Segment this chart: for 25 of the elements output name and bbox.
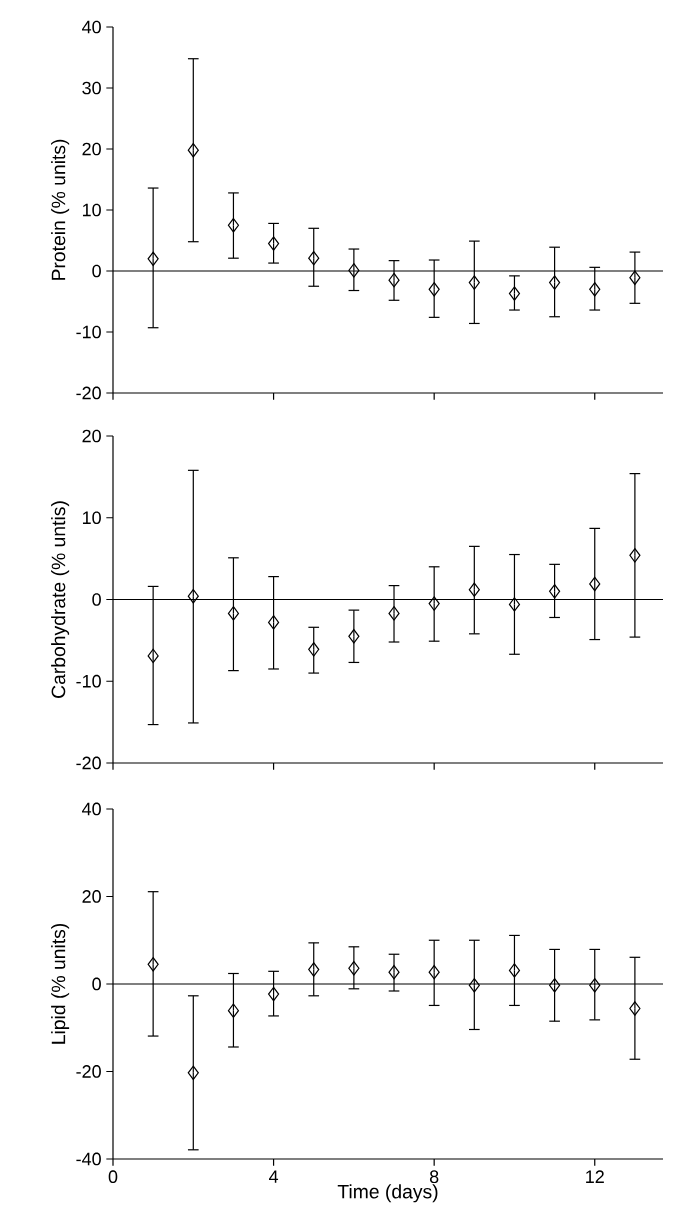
y-tick-label: 20: [82, 890, 101, 903]
y-tick-label: -40: [76, 1152, 101, 1166]
y-axis-title: Carbohydrate (% untis): [51, 501, 70, 698]
y-tick-label: -20: [76, 1065, 101, 1078]
y-tick-label: 0: [92, 264, 101, 278]
y-tick-label: 20: [82, 142, 101, 156]
y-tick-label: 0: [92, 977, 101, 991]
y-tick-label: 40: [82, 802, 101, 816]
y-axis-title: Lipid (% units): [51, 923, 70, 1044]
x-tick-label: 4: [269, 1170, 279, 1183]
y-tick-label: 10: [82, 511, 101, 525]
y-tick-label: 10: [82, 203, 101, 217]
y-axis-title: Protein (% units): [51, 139, 70, 280]
y-tick-label: -10: [76, 674, 101, 688]
y-tick-label: 20: [82, 429, 101, 443]
x-axis-title: Time (days): [337, 1184, 438, 1203]
y-tick-label: -20: [76, 756, 101, 770]
y-tick-label: -10: [76, 325, 101, 339]
x-tick-label: 12: [586, 1170, 604, 1183]
y-tick-label: -20: [76, 386, 101, 400]
x-tick-label: 0: [108, 1170, 118, 1184]
y-tick-label: 40: [82, 20, 101, 34]
y-tick-label: 0: [92, 593, 101, 606]
x-tick-label: 8: [429, 1170, 439, 1184]
y-tick-label: 30: [82, 81, 101, 95]
